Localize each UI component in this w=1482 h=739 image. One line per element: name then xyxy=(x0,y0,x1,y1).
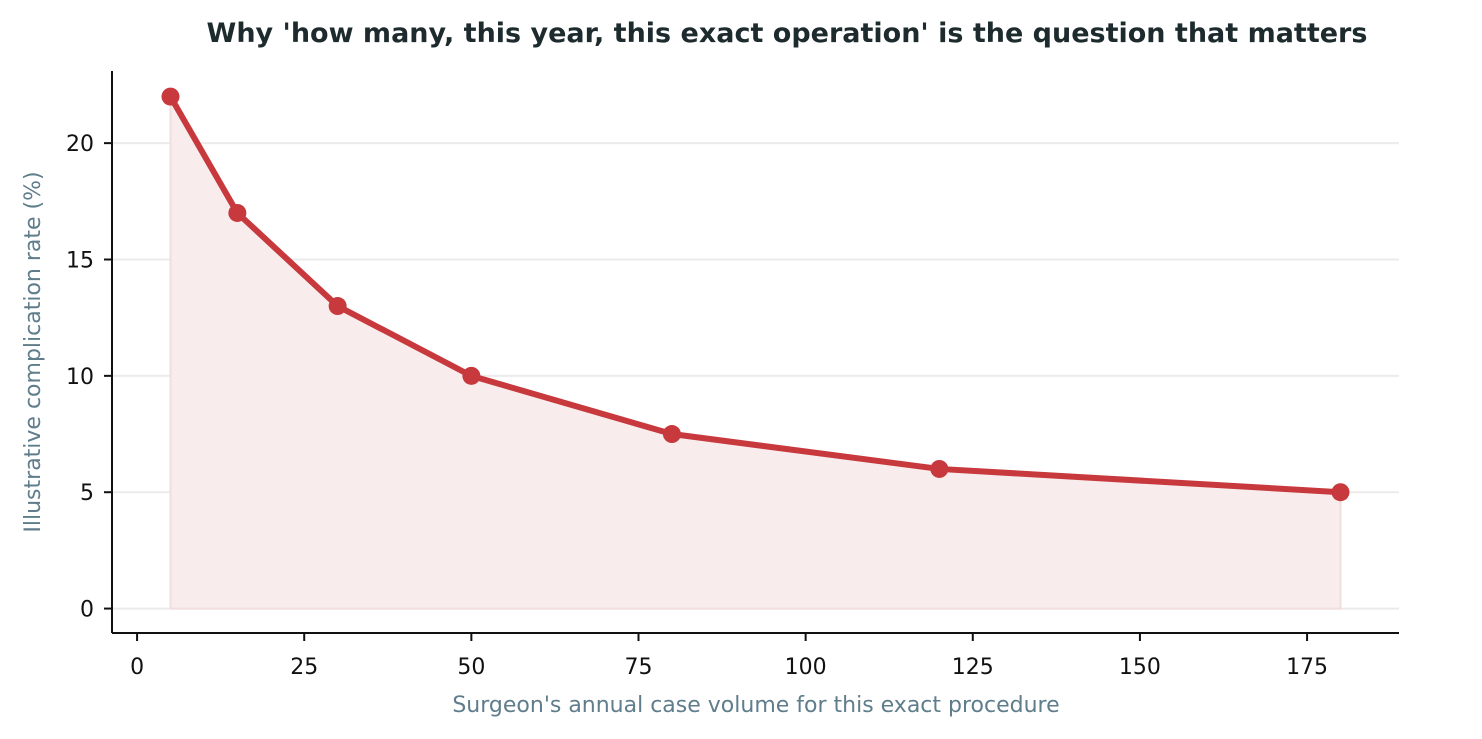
data-point-180 xyxy=(1331,483,1350,502)
plot-area xyxy=(112,87,1399,610)
data-point-15 xyxy=(228,203,247,222)
filled-area-group xyxy=(169,92,1342,610)
data-point-5 xyxy=(161,87,180,106)
axes: 0 25 50 75 100 125 150 175 0 5 10 15 20 xyxy=(66,71,1399,680)
data-point-80 xyxy=(662,425,681,444)
y-tick-label-15: 15 xyxy=(66,248,94,273)
x-axis-label: Surgeon's annual case volume for this ex… xyxy=(452,693,1059,718)
data-point-120 xyxy=(930,459,949,478)
x-tick-label-25: 25 xyxy=(290,655,318,680)
x-tick-label-100: 100 xyxy=(785,655,827,680)
x-tick-label-175: 175 xyxy=(1286,655,1328,680)
y-axis-ticks: 0 5 10 15 20 xyxy=(66,132,112,623)
x-tick-label-50: 50 xyxy=(457,655,485,680)
filled-area xyxy=(169,92,1342,610)
x-tick-label-125: 125 xyxy=(952,655,994,680)
y-tick-label-5: 5 xyxy=(80,481,94,506)
y-tick-label-0: 0 xyxy=(80,598,94,623)
x-axis-ticks: 0 25 50 75 100 125 150 175 xyxy=(130,633,1328,680)
chart-title: Why 'how many, this year, this exact ope… xyxy=(207,18,1368,49)
y-tick-label-10: 10 xyxy=(66,365,94,390)
data-point-30 xyxy=(328,297,347,316)
x-tick-label-0: 0 xyxy=(130,655,144,680)
y-tick-label-20: 20 xyxy=(66,132,94,157)
data-point-50 xyxy=(462,366,481,385)
y-axis-label: Illustrative complication rate (%) xyxy=(21,171,46,532)
data-points xyxy=(161,87,1350,502)
x-tick-label-150: 150 xyxy=(1119,655,1161,680)
x-tick-label-75: 75 xyxy=(625,655,653,680)
